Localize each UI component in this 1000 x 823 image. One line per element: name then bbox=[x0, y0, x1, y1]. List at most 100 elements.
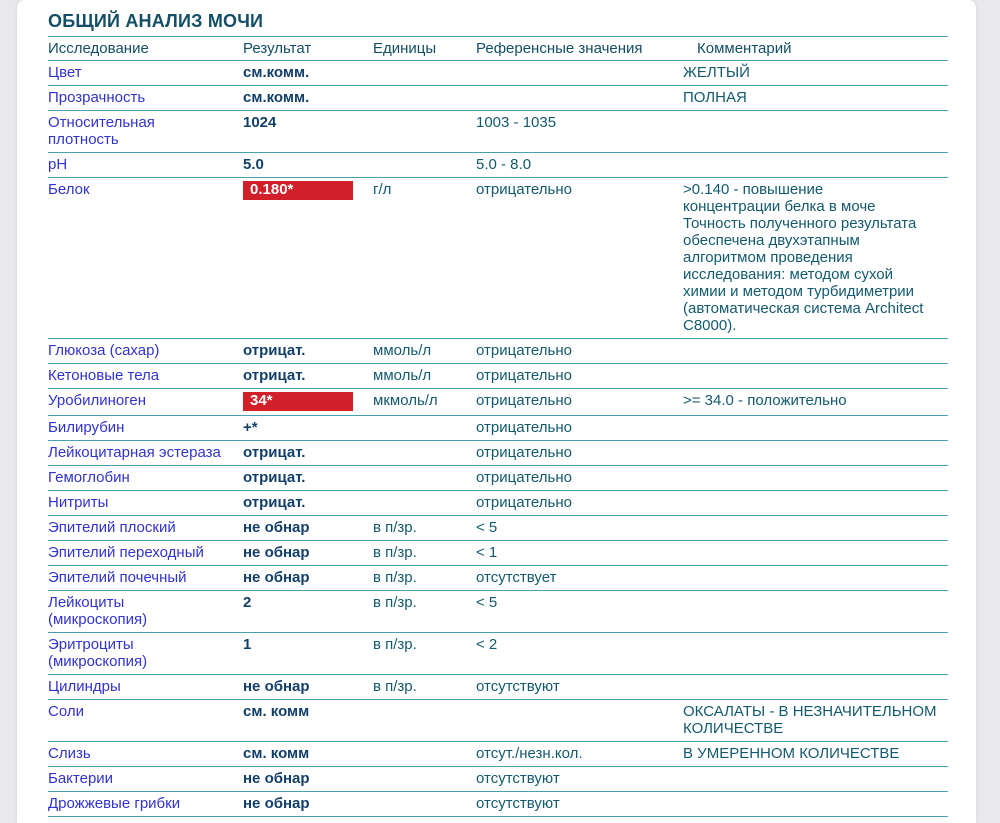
test-reference bbox=[476, 700, 683, 741]
test-reference: < 2 bbox=[476, 636, 498, 653]
test-name: Глюкоза (сахар) bbox=[48, 342, 160, 359]
test-units bbox=[373, 416, 476, 440]
test-result: не обнар bbox=[243, 678, 310, 695]
test-name: Гемоглобин bbox=[48, 469, 130, 486]
test-result-cell: отрицат. bbox=[243, 441, 373, 465]
test-reference: отсутствуют bbox=[476, 678, 560, 695]
test-units bbox=[373, 153, 476, 177]
test-result: отрицат. bbox=[243, 444, 306, 461]
test-units: г/л bbox=[373, 181, 392, 198]
test-name: Белок bbox=[48, 181, 90, 198]
test-units: в п/зр. bbox=[373, 594, 417, 611]
test-comment bbox=[683, 153, 948, 177]
test-comment bbox=[683, 633, 948, 674]
table-row: Эритроциты (микроскопия) 1 в п/зр. < 2 bbox=[48, 632, 948, 674]
test-name: pH bbox=[48, 156, 68, 173]
results-table: Исследование Результат Единицы Референсн… bbox=[48, 36, 948, 817]
test-units: ммоль/л bbox=[373, 342, 432, 359]
test-result-cell: 5.0 bbox=[243, 153, 373, 177]
table-row: Гемоглобин отрицат. отрицательно bbox=[48, 465, 948, 490]
table-row: Кетоновые тела отрицат. ммоль/л отрицате… bbox=[48, 363, 948, 388]
test-result-cell: отрицат. bbox=[243, 466, 373, 490]
table-row: Цвет см.комм. ЖЕЛТЫЙ bbox=[48, 60, 948, 85]
table-header-row: Исследование Результат Единицы Референсн… bbox=[48, 36, 948, 60]
test-name: Лейкоцитарная эстераза bbox=[48, 444, 221, 461]
table-row: Слизь см. комм отсут./незн.кол. В УМЕРЕН… bbox=[48, 741, 948, 766]
table-row: Бактерии не обнар отсутствуют bbox=[48, 766, 948, 791]
test-comment bbox=[683, 792, 948, 816]
test-result-cell: отрицат. bbox=[243, 491, 373, 515]
test-name: Лейкоциты (микроскопия) bbox=[48, 594, 148, 628]
test-result-cell: не обнар bbox=[243, 792, 373, 816]
table-row: Дрожжевые грибки не обнар отсутствуют bbox=[48, 791, 948, 816]
test-comment: ПОЛНАЯ bbox=[683, 89, 747, 106]
test-result-cell: отрицат. bbox=[243, 339, 373, 363]
test-units: ммоль/л bbox=[373, 367, 432, 384]
test-comment: В УМЕРЕННОМ КОЛИЧЕСТВЕ bbox=[683, 745, 900, 762]
test-result-cell: 1 bbox=[243, 633, 373, 674]
test-name: Эритроциты (микроскопия) bbox=[48, 636, 148, 670]
test-reference: отсутствует bbox=[476, 569, 557, 586]
test-reference: 1003 - 1035 bbox=[476, 114, 557, 131]
test-units: в п/зр. bbox=[373, 544, 417, 561]
test-units bbox=[373, 700, 476, 741]
test-name: Прозрачность bbox=[48, 89, 146, 106]
test-reference: отрицательно bbox=[476, 342, 572, 359]
table-row: Лейкоцитарная эстераза отрицат. отрицате… bbox=[48, 440, 948, 465]
test-comment: ОКСАЛАТЫ - В НЕЗНАЧИТЕЛЬНОМ КОЛИЧЕСТВЕ bbox=[683, 703, 937, 737]
test-reference: отсутствуют bbox=[476, 795, 560, 812]
test-reference: 5.0 - 8.0 bbox=[476, 156, 532, 173]
test-reference: < 5 bbox=[476, 519, 498, 536]
test-comment bbox=[683, 541, 948, 565]
test-result: отрицат. bbox=[243, 342, 306, 359]
test-result: 34* bbox=[243, 392, 353, 411]
test-units: мкмоль/л bbox=[373, 392, 438, 409]
test-reference: отрицательно bbox=[476, 444, 572, 461]
test-result-cell: отрицат. bbox=[243, 364, 373, 388]
column-header-units: Единицы bbox=[373, 40, 437, 57]
test-result-cell: 34* bbox=[243, 389, 373, 415]
test-reference: отрицательно bbox=[476, 494, 572, 511]
table-row: Цилиндры не обнар в п/зр. отсутствуют bbox=[48, 674, 948, 699]
test-reference bbox=[476, 61, 683, 85]
test-comment bbox=[683, 364, 948, 388]
test-result: см.комм. bbox=[243, 64, 310, 81]
test-units: в п/зр. bbox=[373, 636, 417, 653]
test-name: Бактерии bbox=[48, 770, 114, 787]
test-result: не обнар bbox=[243, 795, 310, 812]
test-reference bbox=[476, 86, 683, 110]
test-result: 1 bbox=[243, 636, 252, 653]
test-result-cell: не обнар bbox=[243, 516, 373, 540]
test-result: см. комм bbox=[243, 703, 310, 720]
test-units: в п/зр. bbox=[373, 569, 417, 586]
table-row: Прозрачность см.комм. ПОЛНАЯ bbox=[48, 85, 948, 110]
test-units: в п/зр. bbox=[373, 519, 417, 536]
report-content: ОБЩИЙ АНАЛИЗ МОЧИ Исследование Результат… bbox=[17, 0, 948, 823]
test-result: 2 bbox=[243, 594, 252, 611]
test-units bbox=[373, 466, 476, 490]
test-result: не обнар bbox=[243, 544, 310, 561]
test-result: см.комм. bbox=[243, 89, 310, 106]
test-result-cell: см. комм bbox=[243, 742, 373, 766]
test-reference: отсут./незн.кол. bbox=[476, 745, 583, 762]
table-row: pH 5.0 5.0 - 8.0 bbox=[48, 152, 948, 177]
test-name: Дрожжевые грибки bbox=[48, 795, 181, 812]
test-reference: отрицательно bbox=[476, 419, 572, 436]
table-row: Белок 0.180* г/л отрицательно >0.140 - п… bbox=[48, 177, 948, 338]
test-comment bbox=[683, 111, 948, 152]
test-comment bbox=[683, 767, 948, 791]
test-reference: отрицательно bbox=[476, 469, 572, 486]
test-comment bbox=[683, 441, 948, 465]
test-comment bbox=[683, 339, 948, 363]
test-name: Уробилиноген bbox=[48, 392, 147, 409]
table-row: Билирубин +* отрицательно bbox=[48, 415, 948, 440]
test-units bbox=[373, 742, 476, 766]
test-comment: ЖЕЛТЫЙ bbox=[683, 64, 750, 81]
test-result-cell: 2 bbox=[243, 591, 373, 632]
test-name: Относительная плотность bbox=[48, 114, 155, 148]
test-comment bbox=[683, 466, 948, 490]
test-comment bbox=[683, 566, 948, 590]
test-name: Слизь bbox=[48, 745, 91, 762]
test-name: Цвет bbox=[48, 64, 82, 81]
test-result-cell: не обнар bbox=[243, 541, 373, 565]
